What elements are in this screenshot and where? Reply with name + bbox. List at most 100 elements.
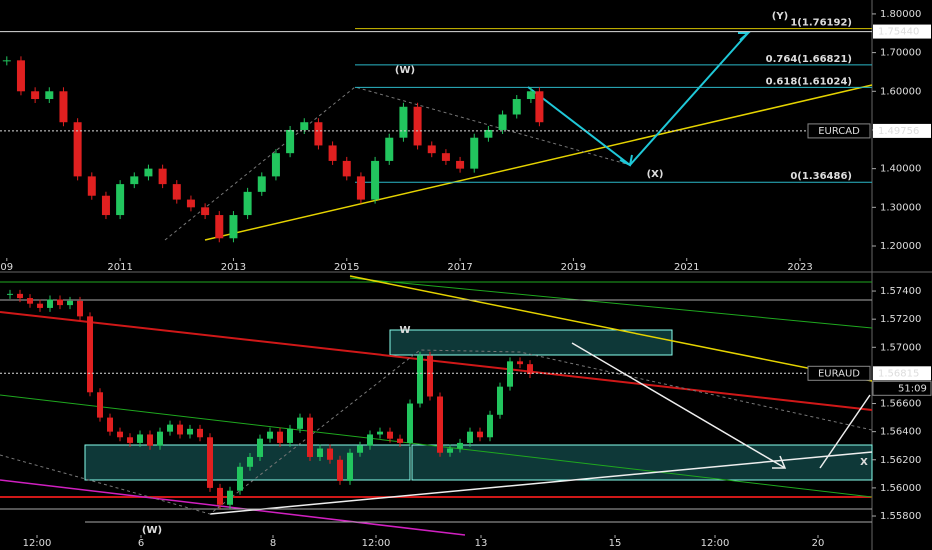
symbol-label: EURCAD	[818, 126, 860, 137]
candle	[317, 448, 323, 457]
x-tick-label: 2011	[107, 262, 132, 273]
candle	[342, 160, 351, 177]
candle	[297, 417, 303, 429]
candle	[286, 129, 295, 154]
drawn-line	[349, 277, 873, 329]
x-tick-label: 2013	[221, 262, 246, 273]
candle	[447, 448, 453, 453]
candle	[187, 428, 193, 435]
candle	[427, 145, 436, 154]
candle	[287, 428, 293, 443]
drawn-line	[164, 86, 631, 241]
symbol-box	[807, 365, 871, 381]
candle	[417, 355, 423, 404]
candle	[77, 300, 83, 317]
x-tick-label: 20	[812, 538, 825, 549]
candle	[97, 392, 103, 418]
x-tick-label: 12:00	[362, 538, 391, 549]
candle	[117, 431, 123, 438]
candle	[2, 60, 11, 62]
fib-label: 1(1.76192)	[790, 18, 852, 29]
drawn-line	[0, 394, 873, 498]
candle	[498, 114, 507, 130]
candle	[144, 168, 153, 177]
candle	[437, 396, 443, 453]
candle	[385, 137, 394, 161]
drawn-line	[349, 275, 873, 382]
candle	[167, 424, 173, 432]
wave-label: (W)	[142, 525, 162, 536]
timer: 51:09	[898, 383, 927, 394]
drawn-line	[772, 455, 787, 469]
candle	[399, 106, 408, 138]
candle	[17, 293, 23, 299]
y-tick-label: 1.40000	[880, 164, 921, 175]
candle	[215, 215, 224, 239]
candle	[257, 176, 266, 192]
candle	[484, 129, 493, 138]
y-tick-label: 1.20000	[880, 241, 921, 252]
y-tick-label: 1.57200	[880, 314, 921, 325]
drawn-line	[0, 479, 466, 536]
candle	[377, 431, 383, 435]
candle	[7, 293, 13, 295]
candle	[237, 466, 243, 491]
y-tick-label: 1.57400	[880, 286, 921, 297]
fib-label: 0(1.36486)	[790, 171, 852, 182]
x-tick-label: 13	[475, 538, 488, 549]
y-tick-label: 1.56000	[880, 483, 921, 494]
candle	[300, 122, 309, 130]
candle	[277, 431, 283, 443]
candle	[172, 184, 181, 200]
candle	[526, 91, 535, 100]
candle	[477, 431, 483, 438]
candle	[507, 361, 513, 387]
candle	[31, 91, 40, 100]
wave-label: (X)	[647, 169, 664, 180]
price-tag: 1.49756	[878, 126, 919, 137]
price-tag-box	[873, 366, 931, 381]
y-tick-label: 1.56600	[880, 399, 921, 410]
candle	[229, 215, 238, 239]
fib-label: 0.764(1.66821)	[766, 54, 852, 65]
candle	[527, 364, 533, 375]
candle	[456, 160, 465, 169]
drawn-line	[0, 349, 873, 515]
candle	[347, 452, 353, 481]
zone-box	[389, 329, 673, 356]
candle	[247, 456, 253, 467]
candle	[467, 431, 473, 443]
candle	[257, 438, 263, 457]
x-tick-label: 09	[0, 262, 13, 273]
x-tick-label: 8	[270, 538, 276, 549]
candle	[137, 434, 143, 443]
candle	[535, 91, 544, 123]
y-tick-label: 1.57000	[880, 342, 921, 353]
candle	[73, 122, 82, 177]
price-tag: 1.56815	[878, 368, 919, 379]
wave-label: (Y)	[772, 11, 788, 22]
candle	[271, 153, 280, 177]
candle	[497, 386, 503, 415]
x-tick-label: 12:00	[701, 538, 730, 549]
candle	[427, 355, 433, 397]
y-tick-label: 1.70000	[880, 48, 921, 59]
drawn-line	[619, 154, 633, 167]
candle	[45, 91, 54, 100]
candle	[243, 191, 252, 216]
candle	[227, 490, 233, 505]
x-tick-label: 2017	[447, 262, 472, 273]
symbol-box	[807, 123, 871, 139]
candle	[157, 431, 163, 446]
wave-label: W	[399, 325, 410, 336]
candle	[59, 91, 68, 123]
candle	[337, 459, 343, 481]
candle	[87, 176, 96, 196]
candle	[517, 361, 523, 365]
candle	[107, 417, 113, 432]
x-tick-label: 2015	[334, 262, 359, 273]
candle	[217, 487, 223, 505]
price-tag-box	[873, 123, 931, 138]
